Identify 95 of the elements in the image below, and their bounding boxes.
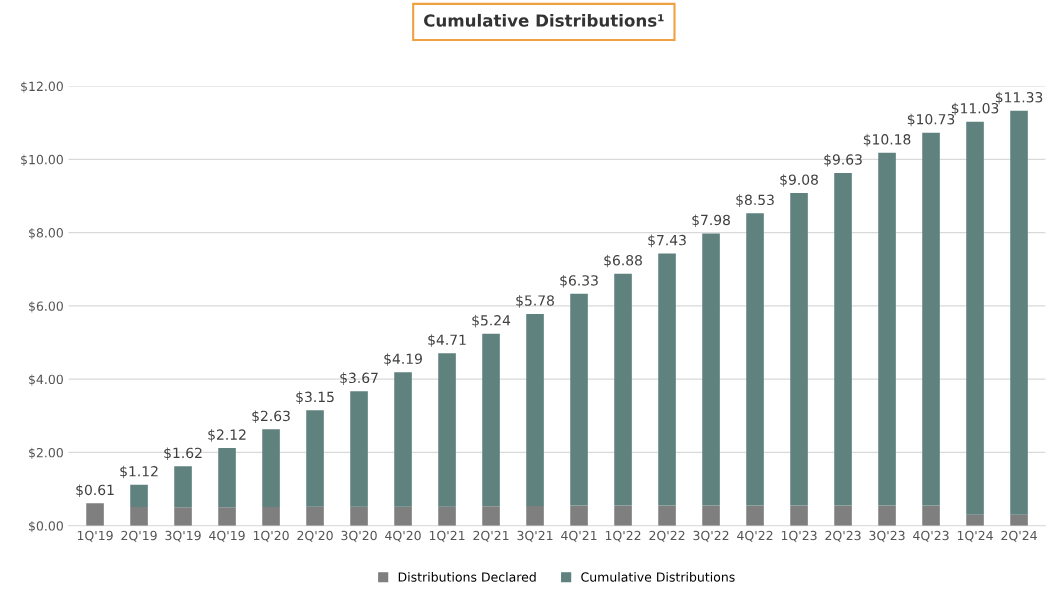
bar: [834, 172, 852, 506]
bar: [174, 507, 192, 526]
x-tick-label: 1Q'21: [429, 530, 465, 542]
y-tick-label: $0.00: [29, 520, 63, 533]
bar: [614, 273, 632, 506]
total-label: $9.63: [824, 154, 862, 167]
total-label: $1.12: [120, 465, 158, 479]
bar: [702, 505, 720, 526]
legend-label: Distributions Declared: [398, 572, 536, 582]
x-tick-label: 3Q'22: [693, 530, 729, 542]
total-label: $1.62: [164, 447, 202, 461]
bar: [702, 233, 720, 506]
total-label: $7.98: [692, 214, 730, 228]
bar: [350, 506, 368, 526]
bar: [130, 484, 148, 508]
bar: [394, 506, 412, 526]
total-label: $3.15: [296, 391, 334, 404]
bar: [790, 505, 808, 526]
bar: [1010, 514, 1028, 526]
x-tick-label: 3Q'23: [869, 530, 905, 542]
total-label: $2.12: [208, 429, 246, 442]
bar: [86, 503, 104, 526]
bar: [834, 505, 852, 526]
x-tick-label: 2Q'21: [473, 530, 509, 542]
x-tick-label: 3Q'21: [517, 530, 553, 542]
total-label: $5.78: [516, 295, 554, 308]
y-tick-label: $12.00: [21, 81, 63, 93]
bar: [438, 353, 456, 507]
x-tick-label: 1Q'24: [957, 530, 993, 542]
total-label: $10.73: [907, 113, 955, 127]
bar: [218, 448, 236, 508]
x-tick-label: 2Q'24: [1001, 530, 1037, 542]
x-tick-label: 3Q'20: [341, 530, 377, 542]
x-tick-label: 4Q'23: [913, 530, 949, 542]
bar: [262, 507, 280, 526]
bar: [438, 506, 456, 526]
bar: [262, 429, 280, 508]
total-label: $8.53: [736, 194, 774, 207]
bar: [570, 505, 588, 526]
y-tick-label: $8.00: [29, 227, 63, 240]
bar: [526, 505, 544, 526]
bar: [878, 152, 896, 506]
y-tick-label: $4.00: [29, 374, 63, 386]
bar: [306, 506, 324, 526]
bar: [658, 505, 676, 526]
total-label: $5.24: [472, 314, 511, 328]
total-label: $4.19: [384, 353, 422, 366]
total-label: $0.61: [76, 484, 114, 497]
bar: [394, 372, 412, 507]
bar: [922, 505, 940, 526]
bar: [218, 507, 236, 526]
bar: [878, 505, 896, 526]
x-tick-label: 3Q'19: [165, 530, 201, 542]
bar: [130, 507, 148, 526]
bar: [482, 506, 500, 526]
bar: [790, 193, 808, 506]
bar: [306, 410, 324, 507]
bar: [482, 333, 500, 507]
y-tick-label: $10.00: [21, 154, 63, 166]
total-label: $2.63: [252, 410, 290, 424]
x-tick-label: 2Q'22: [649, 530, 685, 542]
total-label: $9.08: [780, 174, 818, 187]
bar: [1010, 110, 1028, 515]
total-label: $4.71: [428, 334, 466, 347]
x-tick-label: 2Q'20: [297, 530, 333, 542]
bar: [658, 253, 676, 506]
bar: [922, 132, 940, 506]
x-tick-label: 1Q'19: [77, 530, 113, 542]
bar: [966, 121, 984, 515]
bar: [174, 466, 192, 508]
total-label: $10.18: [863, 133, 911, 147]
bar: [746, 213, 764, 506]
y-tick-label: $2.00: [29, 447, 63, 460]
legend-label: Cumulative Distributions: [581, 572, 735, 582]
x-tick-label: 1Q'20: [253, 530, 289, 542]
bar: [526, 313, 544, 506]
bar: [966, 514, 984, 526]
bar: [350, 391, 368, 507]
y-tick-label: $6.00: [29, 301, 63, 313]
bar: [746, 505, 764, 526]
x-tick-label: 4Q'20: [385, 530, 421, 542]
x-tick-label: 1Q'22: [605, 530, 641, 542]
x-tick-label: 4Q'22: [737, 530, 773, 542]
bar: [570, 293, 588, 506]
x-tick-label: 4Q'21: [561, 530, 597, 542]
bar: [614, 505, 632, 526]
chart-title: Cumulative Distributions¹: [424, 13, 664, 27]
x-tick-label: 2Q'23: [825, 530, 861, 542]
x-tick-label: 4Q'19: [209, 530, 245, 542]
total-label: $6.33: [560, 274, 598, 288]
total-label: $7.43: [648, 234, 686, 248]
x-tick-label: 1Q'23: [781, 530, 817, 542]
x-tick-label: 2Q'19: [121, 530, 157, 542]
total-label: $6.88: [604, 254, 642, 268]
total-label: $3.67: [340, 372, 378, 385]
